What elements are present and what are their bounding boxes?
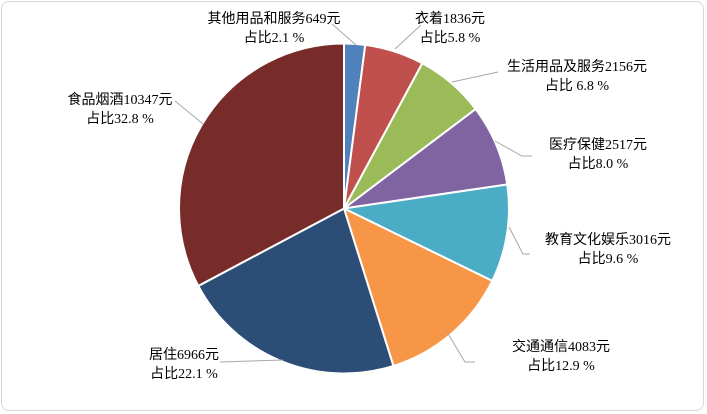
leader-line-3 bbox=[494, 140, 532, 157]
label-household-goods-services-percent: 占比 6.8 % bbox=[544, 79, 610, 94]
pie-slice-4-教育文化娱乐[interactable] bbox=[343, 183, 510, 282]
label-healthcare-text: 医疗保健2517元 bbox=[549, 138, 647, 153]
label-healthcare-percent: 占比8.0 % bbox=[567, 157, 629, 172]
label-transport-communication: 交通通信4083元 占比12.9 % bbox=[512, 338, 610, 376]
label-other-goods-and-services-percent: 占比2.1 % bbox=[243, 31, 305, 46]
leader-line-5 bbox=[446, 331, 475, 363]
leader-line-1 bbox=[394, 24, 422, 50]
label-other-goods-and-services-text: 其他用品和服务649元 bbox=[207, 12, 341, 27]
pie-slice-6-居住[interactable] bbox=[197, 207, 395, 375]
label-food-tobacco-alcohol-percent: 占比32.8 % bbox=[86, 112, 154, 127]
label-household-goods-services: 生活用品及服务2156元 占比 6.8 % bbox=[507, 58, 647, 96]
label-healthcare: 医疗保健2517元 占比8.0 % bbox=[549, 136, 647, 174]
label-clothing: 衣着1836元 占比5.8 % bbox=[415, 10, 485, 48]
leader-line-4 bbox=[508, 226, 530, 255]
label-education-culture-entertainment-text: 教育文化娱乐3016元 bbox=[545, 233, 671, 248]
leader-line-0 bbox=[331, 23, 357, 46]
label-clothing-text: 衣着1836元 bbox=[415, 12, 485, 27]
label-food-tobacco-alcohol: 食品烟酒10347元 占比32.8 % bbox=[68, 91, 173, 129]
label-household-goods-services-text: 生活用品及服务2156元 bbox=[507, 60, 647, 75]
leader-line-2 bbox=[451, 71, 499, 83]
leader-line-7 bbox=[174, 100, 204, 125]
label-education-culture-entertainment-percent: 占比9.6 % bbox=[577, 252, 639, 267]
label-housing-percent: 占比22.1 % bbox=[150, 367, 218, 382]
label-clothing-percent: 占比5.8 % bbox=[419, 31, 481, 46]
label-transport-communication-percent: 占比12.9 % bbox=[527, 359, 595, 374]
label-other-goods-and-services: 其他用品和服务649元 占比2.1 % bbox=[208, 10, 341, 48]
label-transport-communication-text: 交通通信4083元 bbox=[512, 340, 610, 355]
label-education-culture-entertainment: 教育文化娱乐3016元 占比9.6 % bbox=[545, 231, 671, 269]
label-housing: 居住6966元 占比22.1 % bbox=[149, 346, 219, 384]
label-housing-text: 居住6966元 bbox=[149, 348, 219, 363]
leader-line-6 bbox=[219, 359, 284, 363]
label-food-tobacco-alcohol-text: 食品烟酒10347元 bbox=[67, 93, 173, 108]
